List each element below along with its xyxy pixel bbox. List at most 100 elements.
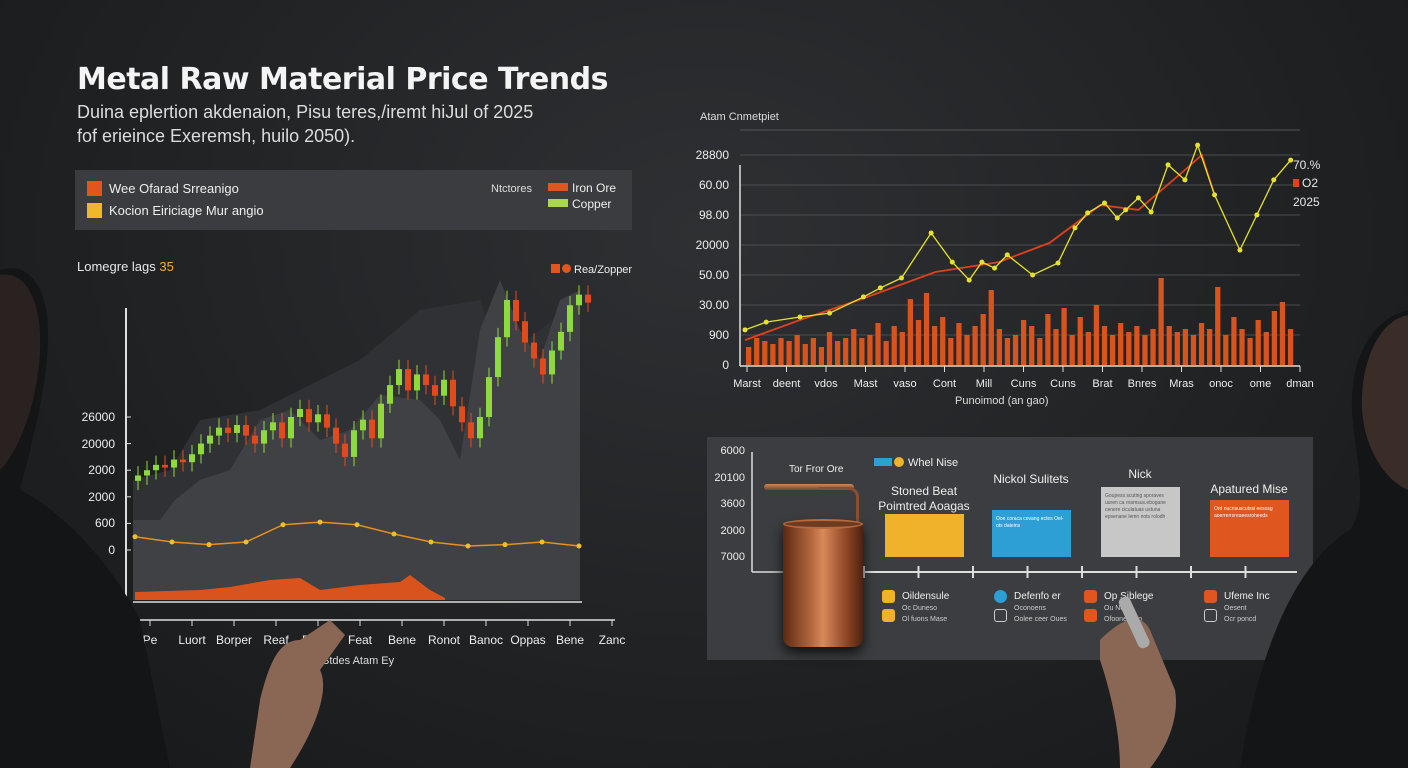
- item-line-2: Oolee ceer Oues: [1014, 616, 1067, 623]
- price-point: [132, 534, 138, 540]
- panel-y-tick-label: 6000: [720, 445, 745, 457]
- price-point: [742, 327, 748, 333]
- candle: [540, 358, 546, 375]
- volume-bar: [1279, 302, 1286, 365]
- x-tick-label: Pe: [142, 633, 158, 647]
- legend-swatch-iron-ore: [548, 183, 568, 191]
- volume-bar: [1223, 335, 1229, 365]
- card-title: Nick: [1128, 467, 1152, 481]
- price-point: [391, 531, 397, 537]
- volume-bar: [948, 338, 954, 365]
- legend-item: Wee Ofarad Srreanigo: [109, 181, 239, 196]
- price-point: [1182, 177, 1188, 183]
- price-point: [1114, 215, 1120, 221]
- volume-bar: [940, 317, 946, 365]
- candle: [324, 414, 330, 428]
- right-chart-xlabel: Punoimod (an gao): [955, 395, 1049, 407]
- volume-bar: [1182, 329, 1189, 365]
- candle: [369, 419, 375, 439]
- x-tick-label: Mras: [1169, 378, 1194, 390]
- candle: [288, 417, 294, 439]
- candle: [144, 470, 150, 476]
- y-tick-label: 600: [94, 516, 115, 531]
- item-line-1: Oesent: [1224, 605, 1247, 612]
- subtitle-line-1: Duina eplertion akdenaion, Pisu teres,/i…: [77, 102, 534, 122]
- copper-handle: [819, 487, 859, 527]
- volume-bar: [1134, 326, 1140, 365]
- x-tick-label: Bnres: [1127, 378, 1157, 390]
- y-tick-label: 26000: [81, 410, 115, 424]
- volume-bar: [988, 290, 994, 365]
- candle: [387, 385, 393, 404]
- x-tick-label: dman: [1286, 378, 1314, 390]
- volume-bar: [1231, 317, 1237, 365]
- price-point: [1195, 142, 1201, 148]
- volume-bar: [851, 329, 857, 365]
- price-point: [1030, 272, 1036, 278]
- volume-bar: [1012, 335, 1019, 365]
- volume-bar: [1174, 332, 1180, 365]
- volume-bar: [1150, 329, 1156, 365]
- item-title: Ufeme Inc: [1224, 591, 1270, 602]
- item-title: Defenfo er: [1014, 591, 1061, 602]
- left-chart-title-text: Lomegre lags: [77, 259, 156, 274]
- card-title: Apatured Mise: [1210, 482, 1288, 496]
- item-secondary-icon: [1204, 609, 1217, 622]
- price-point: [877, 285, 883, 291]
- x-tick-label: vdos: [814, 378, 838, 390]
- price-point: [949, 259, 955, 265]
- legend-blue-icon: [874, 458, 892, 466]
- volume-bar: [1190, 335, 1197, 365]
- candle: [135, 475, 141, 481]
- x-tick-label: Reaf: [263, 633, 289, 647]
- volume-bar: [826, 332, 833, 365]
- volume-bar: [1085, 332, 1091, 365]
- volume-bar: [1198, 323, 1205, 365]
- x-tick-label: Bene: [555, 633, 585, 647]
- candle: [270, 422, 276, 431]
- price-point: [1148, 209, 1154, 215]
- volume-bar: [834, 341, 841, 365]
- legend-item: Kocion Eiriciage Mur angio: [109, 203, 264, 218]
- x-tick-label: vaso: [893, 378, 917, 390]
- volume-bar: [746, 347, 752, 365]
- x-tick-label: ome: [1249, 378, 1272, 390]
- volume-bar: [932, 326, 938, 365]
- left-presenter-head: [0, 274, 41, 470]
- legend-dot-icon: [562, 264, 571, 273]
- candle: [459, 406, 465, 423]
- copper-can-image: [783, 522, 863, 647]
- item-line-2: Ofoone ingo: [1104, 616, 1143, 623]
- volume-bar: [1037, 338, 1043, 365]
- item-secondary-icon: [994, 609, 1007, 622]
- right-presenter-hand: [1100, 619, 1176, 768]
- candle: [333, 427, 339, 444]
- candle: [549, 350, 555, 375]
- volume-bar: [875, 323, 881, 365]
- volume-bar: [891, 326, 897, 365]
- price-point: [797, 314, 803, 320]
- x-tick-label: Zanc: [598, 633, 626, 647]
- legend-item-iron-ore: Iron Ore: [572, 181, 617, 195]
- y-tick-label: 20000: [81, 436, 115, 451]
- candle: [252, 435, 258, 444]
- volume-area: [135, 575, 445, 600]
- candle: [414, 374, 420, 391]
- price-point: [1085, 210, 1091, 216]
- card-title: Nickol Sulitets: [993, 472, 1069, 486]
- candle: [405, 369, 411, 391]
- annotation-year: 2025: [1293, 195, 1320, 209]
- price-point: [1072, 225, 1078, 231]
- price-point: [928, 230, 934, 236]
- price-point: [763, 319, 769, 325]
- candle: [576, 294, 582, 306]
- candle: [207, 435, 213, 444]
- y-tick-label: 0: [108, 543, 115, 557]
- volume-bar: [1069, 335, 1075, 365]
- legend-item-copper: Copper: [572, 197, 612, 211]
- volume-bar: [907, 299, 914, 365]
- candle: [432, 385, 438, 396]
- price-point: [860, 294, 866, 300]
- panel-legend-label: Whel Nise: [908, 457, 959, 469]
- item-icon: [1204, 590, 1217, 603]
